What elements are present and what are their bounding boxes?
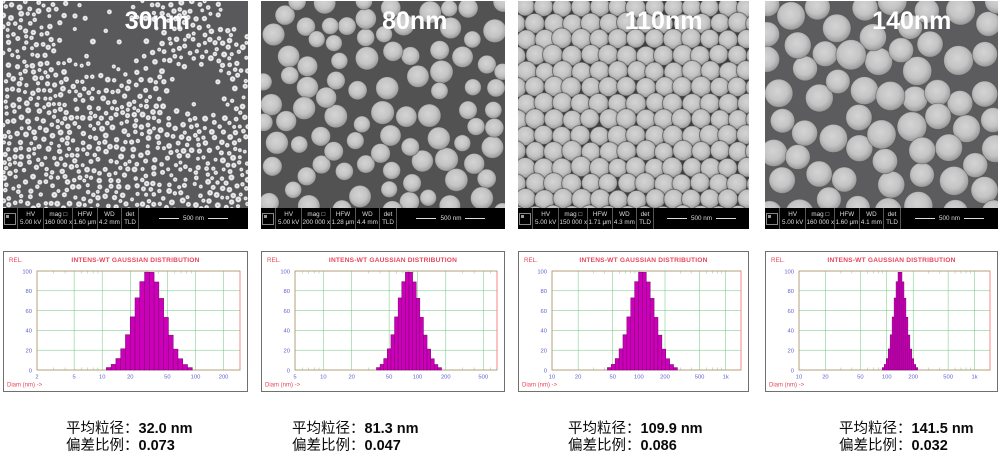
svg-text:10: 10 bbox=[796, 375, 802, 381]
svg-text:INTENS-WT GAUSSIAN DISTRIBUTIO: INTENS-WT GAUSSIAN DISTRIBUTION bbox=[827, 257, 955, 264]
svg-text:0: 0 bbox=[29, 368, 32, 374]
svg-text:REL.: REL. bbox=[267, 257, 281, 264]
svg-text:INTENS-WT GAUSSIAN DISTRIBUTIO: INTENS-WT GAUSSIAN DISTRIBUTION bbox=[71, 257, 199, 264]
svg-text:100: 100 bbox=[537, 269, 547, 275]
svg-text:100: 100 bbox=[882, 375, 892, 381]
svg-text:2: 2 bbox=[35, 375, 38, 381]
svg-text:200: 200 bbox=[441, 375, 451, 381]
svg-text:100: 100 bbox=[191, 375, 201, 381]
svg-text:100: 100 bbox=[413, 375, 423, 381]
svg-text:100: 100 bbox=[22, 269, 32, 275]
svg-text:60: 60 bbox=[26, 309, 32, 315]
svg-text:50: 50 bbox=[857, 375, 863, 381]
svg-text:10: 10 bbox=[320, 375, 326, 381]
svg-text:60: 60 bbox=[541, 309, 547, 315]
svg-text:60: 60 bbox=[284, 309, 290, 315]
svg-text:REL.: REL. bbox=[771, 257, 785, 264]
svg-text:500: 500 bbox=[943, 375, 953, 381]
svg-text:40: 40 bbox=[541, 329, 547, 335]
svg-text:50: 50 bbox=[164, 375, 170, 381]
svg-text:20: 20 bbox=[541, 349, 547, 355]
svg-text:200: 200 bbox=[660, 375, 670, 381]
svg-text:0: 0 bbox=[544, 368, 547, 374]
svg-text:10: 10 bbox=[99, 375, 105, 381]
svg-text:80: 80 bbox=[284, 289, 290, 295]
svg-text:Diam (nm) ->: Diam (nm) -> bbox=[265, 383, 301, 389]
svg-text:40: 40 bbox=[284, 329, 290, 335]
svg-text:40: 40 bbox=[26, 329, 32, 335]
svg-text:20: 20 bbox=[127, 375, 133, 381]
svg-text:REL.: REL. bbox=[524, 257, 538, 264]
svg-text:20: 20 bbox=[822, 375, 828, 381]
svg-text:50: 50 bbox=[386, 375, 392, 381]
svg-text:50: 50 bbox=[609, 375, 615, 381]
svg-text:80: 80 bbox=[788, 289, 794, 295]
svg-text:5: 5 bbox=[293, 375, 296, 381]
svg-text:80: 80 bbox=[26, 289, 32, 295]
svg-text:100: 100 bbox=[634, 375, 644, 381]
svg-text:200: 200 bbox=[219, 375, 229, 381]
svg-text:10: 10 bbox=[549, 375, 555, 381]
svg-text:1k: 1k bbox=[971, 375, 977, 381]
svg-text:60: 60 bbox=[788, 309, 794, 315]
svg-text:80: 80 bbox=[541, 289, 547, 295]
svg-text:20: 20 bbox=[788, 349, 794, 355]
svg-text:1k: 1k bbox=[723, 375, 729, 381]
svg-text:5: 5 bbox=[73, 375, 76, 381]
svg-text:Diam (nm) ->: Diam (nm) -> bbox=[7, 383, 43, 389]
svg-text:500: 500 bbox=[478, 375, 488, 381]
svg-text:0: 0 bbox=[791, 368, 794, 374]
svg-text:20: 20 bbox=[26, 349, 32, 355]
svg-text:Diam (nm) ->: Diam (nm) -> bbox=[522, 383, 558, 389]
svg-text:100: 100 bbox=[784, 269, 794, 275]
svg-text:20: 20 bbox=[348, 375, 354, 381]
svg-text:40: 40 bbox=[788, 329, 794, 335]
svg-text:REL.: REL. bbox=[9, 257, 23, 264]
svg-text:0: 0 bbox=[287, 368, 290, 374]
svg-text:500: 500 bbox=[695, 375, 705, 381]
svg-text:20: 20 bbox=[284, 349, 290, 355]
svg-text:200: 200 bbox=[908, 375, 918, 381]
svg-text:Diam (nm) ->: Diam (nm) -> bbox=[769, 383, 805, 389]
svg-text:20: 20 bbox=[575, 375, 581, 381]
svg-text:INTENS-WT GAUSSIAN DISTRIBUTIO: INTENS-WT GAUSSIAN DISTRIBUTION bbox=[579, 257, 707, 264]
svg-text:100: 100 bbox=[280, 269, 290, 275]
svg-text:INTENS-WT GAUSSIAN DISTRIBUTIO: INTENS-WT GAUSSIAN DISTRIBUTION bbox=[329, 257, 457, 264]
